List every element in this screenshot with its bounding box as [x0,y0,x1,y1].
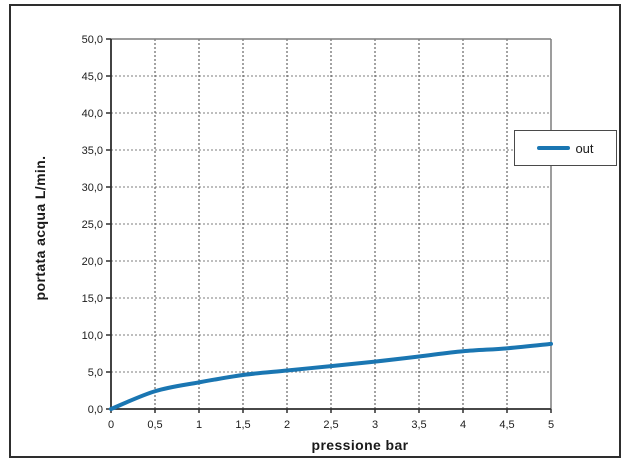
x-tick-label: 3,5 [411,419,426,431]
legend-line-swatch [537,146,571,150]
x-tick-label: 2,5 [323,419,338,431]
x-tick-label: 1,5 [235,419,250,431]
x-tick-label: 4 [460,419,466,431]
y-tick-label: 5,0 [88,367,103,379]
series-line-out [109,341,553,411]
x-tick-label: 0,5 [147,419,162,431]
x-tick-label: 1 [196,419,202,431]
y-tick-label: 10,0 [82,330,103,342]
x-tick-label: 0 [108,419,114,431]
legend-label: out [575,140,594,156]
x-tick-label: 3 [372,419,378,431]
x-axis-title: pressione bar [311,437,409,453]
y-axis-title: portata acqua L/min. [32,155,48,301]
y-tick-label: 35,0 [82,145,103,157]
y-tick-label: 20,0 [82,256,103,268]
x-tick-label: 5 [548,419,554,431]
x-tick-label: 2 [284,419,290,431]
y-tick-label: 40,0 [82,108,103,120]
y-tick-label: 45,0 [82,71,103,83]
y-tick-label: 25,0 [82,219,103,231]
y-tick-label: 30,0 [82,182,103,194]
y-tick-label: 0,0 [88,404,103,416]
legend: out [514,130,617,166]
y-tick-label: 50,0 [82,34,103,46]
y-tick-label: 15,0 [82,293,103,305]
x-tick-label: 4,5 [499,419,514,431]
